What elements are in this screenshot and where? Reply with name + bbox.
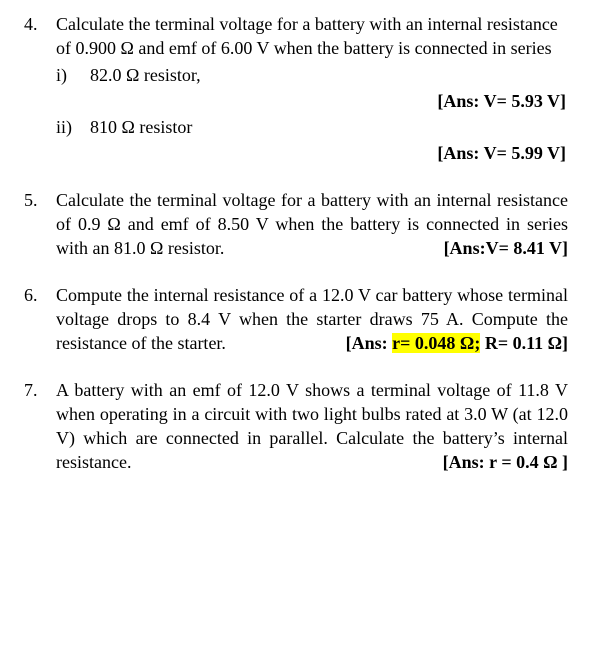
subpart-number: i) (56, 63, 90, 87)
problem-body: Calculate the terminal voltage for a bat… (56, 12, 568, 166)
problem-7: 7. A battery with an emf of 12.0 V shows… (24, 378, 568, 475)
problem-text: Calculate the terminal voltage for a bat… (56, 12, 568, 61)
problem-number: 5. (24, 188, 56, 261)
answer-line: [Ans: V= 5.99 V] (56, 141, 568, 165)
problem-body: A battery with an emf of 12.0 V shows a … (56, 378, 568, 475)
problem-body: Calculate the terminal voltage for a bat… (56, 188, 568, 261)
subpart-text: 810 Ω resistor (90, 115, 192, 139)
page: 4. Calculate the terminal voltage for a … (0, 0, 592, 487)
problem-6: 6. Compute the internal resistance of a … (24, 283, 568, 356)
problem-body: Compute the internal resistance of a 12.… (56, 283, 568, 356)
problem-number: 6. (24, 283, 56, 356)
answer-inline: [Ans:V= 8.41 V] (444, 236, 568, 260)
answer-inline: [Ans: r= 0.048 Ω; R= 0.11 Ω] (346, 331, 568, 355)
subpart-ii: ii) 810 Ω resistor (56, 115, 568, 139)
answer-suffix: R= 0.11 Ω] (480, 333, 568, 353)
answer-prefix: [Ans: (346, 333, 393, 353)
problem-number: 4. (24, 12, 56, 166)
answer-inline: [Ans: r = 0.4 Ω ] (443, 450, 568, 474)
subpart-text: 82.0 Ω resistor, (90, 63, 201, 87)
problem-4: 4. Calculate the terminal voltage for a … (24, 12, 568, 166)
problem-number: 7. (24, 378, 56, 475)
answer-line: [Ans: V= 5.93 V] (56, 89, 568, 113)
subpart-i: i) 82.0 Ω resistor, (56, 63, 568, 87)
answer-highlighted: r= 0.048 Ω; (392, 333, 480, 353)
subpart-number: ii) (56, 115, 90, 139)
problem-5: 5. Calculate the terminal voltage for a … (24, 188, 568, 261)
